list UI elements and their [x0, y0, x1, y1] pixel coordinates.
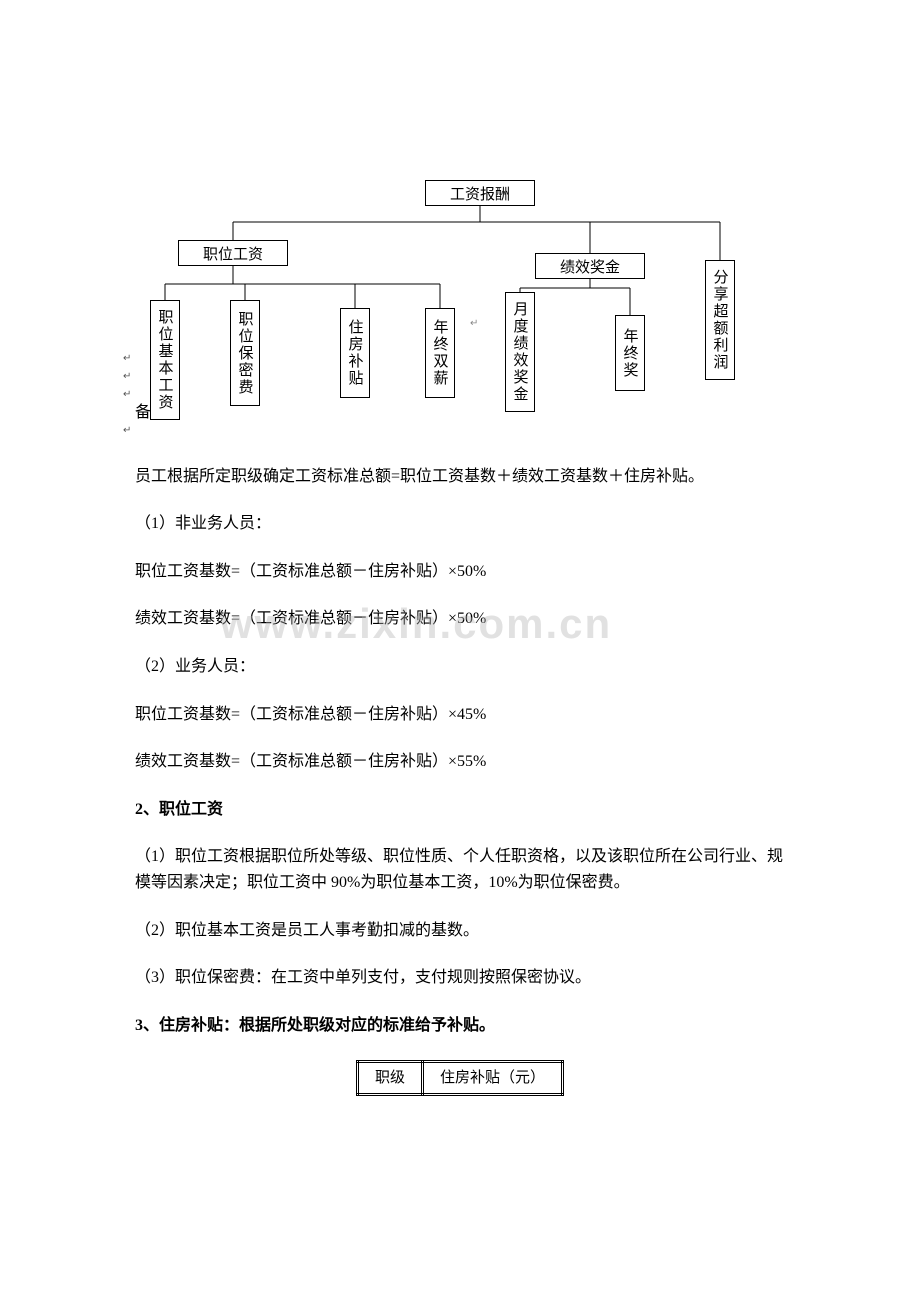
para-3: 绩效工资基数=（工资标准总额－住房补贴）×50%	[135, 606, 785, 632]
diagram-leaf-5: 年终奖	[615, 315, 645, 391]
section2-p1: （2）职位基本工资是员工人事考勤扣减的基数。	[135, 918, 785, 944]
para-4: （2）业务人员：	[135, 654, 785, 680]
section2-title: 2、职位工资	[135, 797, 785, 823]
para-1: （1）非业务人员：	[135, 511, 785, 537]
document-body: 备注： 员工根据所定职级确定工资标准总额=职位工资基数＋绩效工资基数＋住房补贴。…	[135, 400, 785, 1096]
diagram-leaf-2: 住房补贴	[340, 308, 370, 398]
section2-p2: （3）职位保密费：在工资中单列支付，支付规则按照保密协议。	[135, 965, 785, 991]
table-header-1: 住房补贴（元）	[423, 1062, 563, 1095]
section3-title: 3、住房补贴：根据所处职级对应的标准给予补贴。	[135, 1013, 785, 1039]
org-diagram: ↵↵↵↵ 工资报酬 职位工资 绩效奖金 职位基本工资 职位保密费 住房补贴 年终…	[125, 70, 775, 370]
side-markers: ↵↵↵↵	[123, 350, 131, 440]
table-header-0: 职级	[357, 1062, 422, 1095]
para-5: 职位工资基数=（工资标准总额－住房补贴）×45%	[135, 702, 785, 728]
diagram-leaf-1: 职位保密费	[230, 300, 260, 406]
para-2: 职位工资基数=（工资标准总额－住房补贴）×50%	[135, 559, 785, 585]
diagram-mid-0: 职位工资	[178, 240, 288, 266]
diagram-mid-1: 绩效奖金	[535, 253, 645, 279]
diagram-leaf-4: 月度绩效奖金	[505, 292, 535, 412]
diagram-root: 工资报酬	[425, 180, 535, 206]
section2-p0: （1）职位工资根据职位所处等级、职位性质、个人任职资格，以及该职位所在公司行业、…	[135, 844, 785, 895]
diagram-leaf-0: 职位基本工资	[150, 300, 180, 420]
diagram-leaf-6: 分享超额利润	[705, 260, 735, 380]
subsidy-table: 职级 住房补贴（元）	[356, 1060, 564, 1096]
para-0: 员工根据所定职级确定工资标准总额=职位工资基数＋绩效工资基数＋住房补贴。	[135, 464, 785, 490]
marker: ↵	[470, 318, 478, 329]
para-6: 绩效工资基数=（工资标准总额－住房补贴）×55%	[135, 749, 785, 775]
diagram-leaf-3: 年终双薪	[425, 308, 455, 398]
